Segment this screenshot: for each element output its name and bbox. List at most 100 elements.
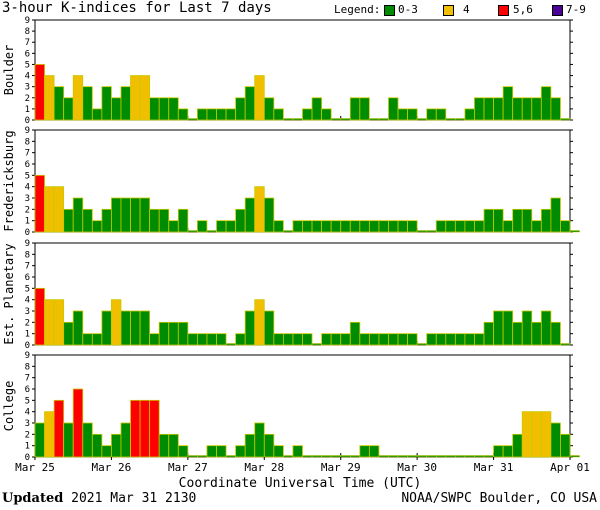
kp-bar [368, 333, 380, 346]
kp-bar [177, 445, 189, 458]
kp-bar [493, 445, 504, 458]
x-tick-label: Mar 25 [15, 461, 55, 474]
kp-bar [72, 388, 84, 458]
kp-bar [168, 321, 179, 346]
y-tick-label: 6 [25, 385, 30, 395]
kp-bar [91, 108, 103, 121]
kp-bar [483, 208, 494, 233]
kp-bar [91, 333, 103, 346]
legend-label: Legend: [334, 3, 381, 16]
kp-bar [397, 108, 408, 121]
kp-bar [273, 220, 284, 233]
kp-bar [330, 455, 341, 458]
kp-bar [139, 399, 151, 458]
kp-bar [244, 310, 256, 346]
kp-bar [216, 445, 227, 458]
x-tick-label: Mar 30 [397, 461, 437, 474]
kp-bar [416, 230, 427, 233]
kp-bar [168, 220, 179, 233]
legend-swatch-7-9 [552, 5, 563, 16]
kp-bar [426, 333, 437, 346]
panel-label: College [2, 381, 16, 432]
kp-bar [101, 445, 112, 458]
kp-bar [130, 75, 141, 121]
kp-bar [111, 299, 122, 346]
kp-bar [340, 455, 351, 458]
kp-bar [321, 108, 332, 121]
kp-bar [53, 186, 65, 233]
kp-bar [139, 310, 151, 346]
y-tick-label: 3 [25, 194, 30, 204]
y-tick-label: 1 [25, 442, 30, 452]
kp-bar [130, 310, 141, 346]
kp-bar [340, 220, 351, 233]
kp-bar [302, 455, 313, 458]
panel-label: Fredericksburg [2, 130, 16, 231]
chart-title: 3-hour K-indices for Last 7 days [2, 0, 272, 16]
kp-bar [464, 333, 475, 346]
kp-bar [44, 75, 55, 121]
kp-bar [311, 455, 322, 458]
kp-bar [82, 422, 93, 458]
kp-bar [454, 220, 466, 233]
legend-text-4: 4 [463, 3, 470, 16]
kp-bar [302, 220, 313, 233]
kp-bar [130, 197, 141, 233]
kp-bar [426, 108, 437, 121]
kp-bar [254, 299, 265, 346]
kp-bar [369, 118, 380, 121]
source-credit: NOAA/SWPC Boulder, CO USA [401, 491, 597, 506]
kp-bar [149, 97, 160, 121]
kp-bar [158, 433, 170, 458]
kp-bar [72, 310, 84, 346]
kp-bar [72, 197, 84, 233]
kp-bar [53, 86, 65, 121]
kp-bar [254, 186, 265, 233]
kp-bar [235, 445, 246, 458]
kp-bar [91, 220, 103, 233]
kp-bar [34, 64, 45, 121]
kp-bar [368, 220, 380, 233]
kp-bar [120, 86, 131, 121]
y-tick-label: 2 [25, 430, 30, 440]
x-axis-title: Coordinate Universal Time (UTC) [178, 476, 422, 491]
kp-bar [560, 220, 571, 233]
kp-bar [292, 220, 303, 233]
kp-bar [273, 445, 284, 458]
kp-bar [187, 455, 198, 458]
kp-bar [130, 399, 141, 458]
kp-bar [168, 433, 179, 458]
kp-bar [187, 118, 198, 121]
kp-bar [531, 321, 542, 346]
y-tick-label: 6 [25, 160, 30, 170]
kp-bar [435, 108, 447, 121]
kp-bar [63, 422, 74, 458]
kp-bar [426, 230, 437, 233]
kp-bar [378, 220, 389, 233]
kp-bar [483, 455, 494, 458]
kp-bar [359, 333, 370, 346]
legend-swatch-0-3 [384, 5, 395, 16]
y-tick-label: 8 [25, 362, 30, 372]
kp-bar [560, 433, 571, 458]
kp-bar [359, 97, 370, 121]
kp-bar [397, 333, 408, 346]
y-tick-label: 3 [25, 83, 30, 93]
kp-bar [502, 445, 514, 458]
y-tick-label: 8 [25, 27, 30, 37]
kp-bar [197, 108, 208, 121]
panel-label: Est. Planetary [2, 243, 16, 344]
kp-bar [273, 333, 284, 346]
kp-bar [235, 97, 246, 121]
kp-bar [101, 310, 112, 346]
kp-bar [177, 108, 189, 121]
kp-bar [273, 108, 284, 121]
legend-text-0-3: 0-3 [398, 3, 418, 16]
kp-bar [569, 230, 580, 233]
kp-bar [521, 208, 533, 233]
kp-bar [44, 411, 55, 458]
kp-bar [455, 118, 466, 121]
kp-bar [158, 208, 170, 233]
y-tick-label: 3 [25, 307, 30, 317]
kp-bar [177, 321, 189, 346]
